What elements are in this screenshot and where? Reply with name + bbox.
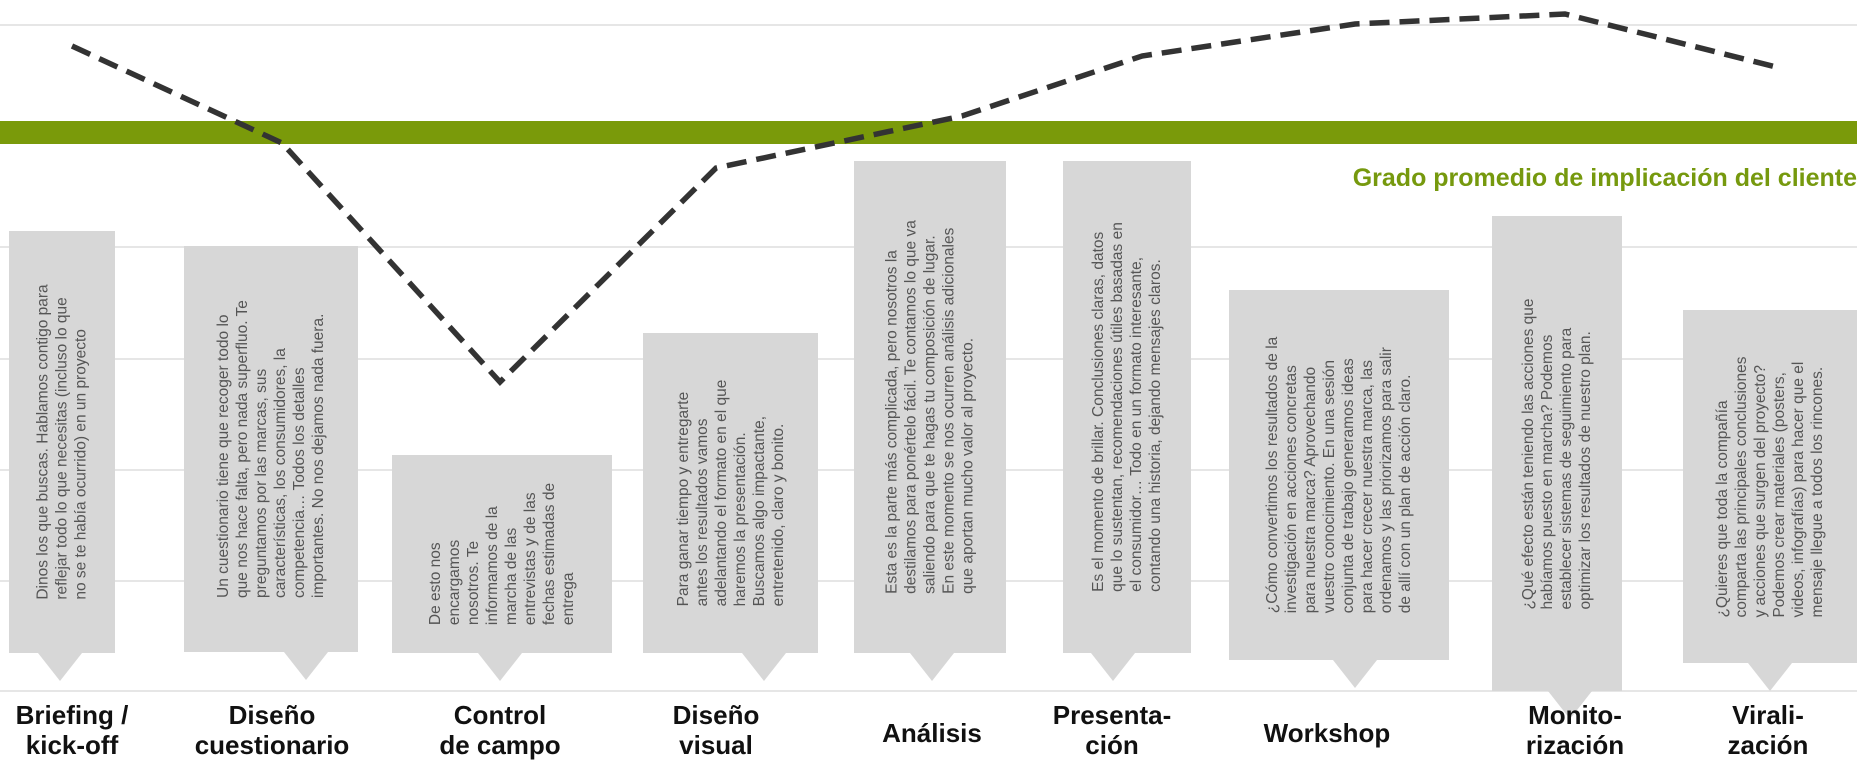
stage-label-viralizacion: Virali- zación xyxy=(1727,700,1809,760)
callout-control-campo: De esto nos encargamos nosotros. Te info… xyxy=(392,455,612,653)
gridline xyxy=(0,24,1857,26)
callout-analisis: Esta es la parte más complicada, pero no… xyxy=(854,161,1006,653)
callout-viralizacion: ¿Quieres que toda la compañía comparta l… xyxy=(1683,310,1857,663)
callout-diseno-visual: Para ganar tiempo y entregarte antes los… xyxy=(643,333,818,653)
callout-briefing: Dinos los que buscas. Hablamos contigo p… xyxy=(9,231,115,653)
callout-tail xyxy=(910,653,954,681)
average-involvement-label: Grado promedio de implicación del client… xyxy=(1352,164,1857,192)
gridline xyxy=(0,690,1857,692)
stage-label-briefing: Briefing / kick-off xyxy=(15,700,129,760)
callout-tail xyxy=(284,652,328,680)
stage-label-control-campo: Control de campo xyxy=(439,700,561,760)
stage-label-diseno-visual: Diseño visual xyxy=(672,700,760,760)
average-involvement-band xyxy=(0,121,1857,144)
callout-tail xyxy=(742,653,786,681)
callout-tail xyxy=(478,653,522,681)
stage-label-presentacion: Presenta- ción xyxy=(1052,700,1172,760)
stage-label-monitorizacion: Monito- rización xyxy=(1525,700,1625,760)
callout-diseno-cuestionario: Un cuestionario tiene que recoger todo l… xyxy=(184,246,358,652)
callout-tail xyxy=(1748,663,1792,691)
callout-presentacion: Es el momento de brillar. Conclusiones c… xyxy=(1063,161,1191,653)
stage-label-diseno-cuestionario: Diseño cuestionario xyxy=(194,700,350,760)
callout-workshop: ¿Cómo convertimos los resultados de la i… xyxy=(1229,290,1449,660)
callout-tail xyxy=(38,653,82,681)
callout-tail xyxy=(1091,653,1135,681)
stage-label-analisis: Análisis xyxy=(882,718,982,748)
stage-label-workshop: Workshop xyxy=(1263,718,1391,748)
callout-tail xyxy=(1333,660,1377,688)
callout-tail xyxy=(1548,691,1592,719)
callout-monitorizacion: ¿Qué efecto están teniendo las acciones … xyxy=(1492,216,1622,691)
